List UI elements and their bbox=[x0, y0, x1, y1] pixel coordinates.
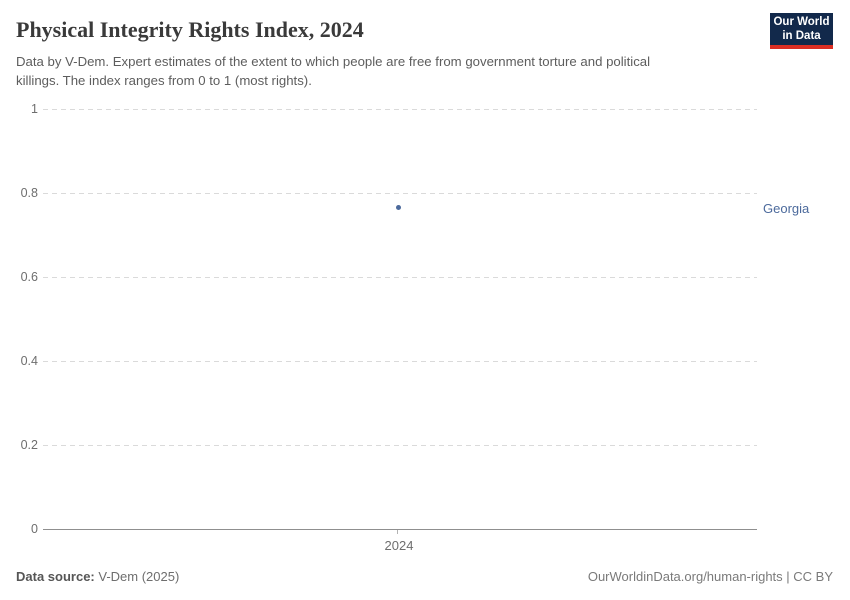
gridline-0-2 bbox=[43, 445, 757, 446]
data-point-georgia[interactable] bbox=[396, 205, 401, 210]
data-source-text: Data source: V-Dem (2025) bbox=[16, 568, 179, 585]
data-source-value: V-Dem (2025) bbox=[94, 569, 180, 584]
data-source-label: Data source: bbox=[16, 569, 95, 584]
owid-logo-text: Our World in Data bbox=[770, 13, 833, 43]
footer-citation-link[interactable]: OurWorldinData.org/human-rights | CC BY bbox=[587, 569, 833, 584]
y-axis-tick-label-1: 1 bbox=[31, 102, 38, 116]
gridline-0-8 bbox=[43, 193, 757, 194]
x-axis-line bbox=[43, 529, 757, 530]
x-axis-tick-label-2024: 2024 bbox=[384, 538, 414, 553]
owid-logo[interactable]: Our World in Data bbox=[770, 13, 833, 49]
owid-logo-line-1: Our World bbox=[773, 16, 830, 28]
gridline-0-4 bbox=[43, 361, 757, 362]
y-axis-tick-label-0-4: 0.4 bbox=[20, 354, 38, 368]
gridline-1 bbox=[43, 109, 757, 110]
y-axis-tick-label-0: 0 bbox=[31, 522, 38, 536]
y-axis-tick-label-0-2: 0.2 bbox=[20, 438, 38, 452]
y-axis-tick-label-0-8: 0.8 bbox=[20, 186, 38, 200]
chart-subtitle-line-1: Data by V-Dem. Expert estimates of the e… bbox=[16, 54, 651, 69]
chart-subtitle: Data by V-Dem. Expert estimates of the e… bbox=[16, 53, 650, 90]
owid-logo-line-2: in Data bbox=[782, 29, 821, 42]
y-axis-tick-label-0-6: 0.6 bbox=[20, 270, 38, 284]
x-axis-tick bbox=[397, 530, 398, 534]
entity-label-georgia[interactable]: Georgia bbox=[763, 201, 810, 216]
chart-subtitle-line-2: killings. The index ranges from 0 to 1 (… bbox=[16, 72, 312, 88]
gridline-0-6 bbox=[43, 277, 757, 278]
chart-title: Physical Integrity Rights Index, 2024 bbox=[16, 17, 364, 42]
